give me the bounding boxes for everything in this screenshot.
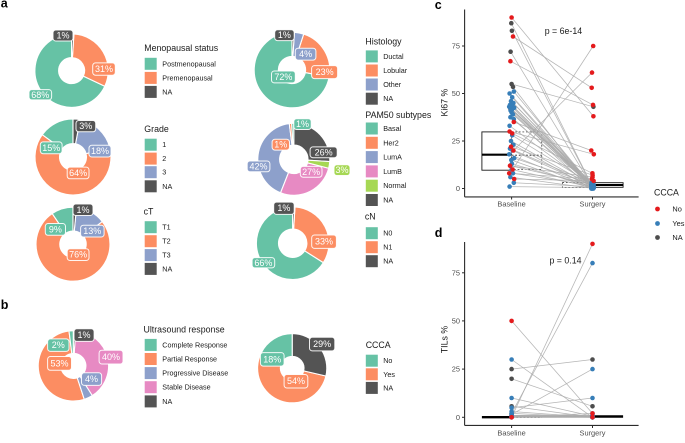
svg-text:23%: 23% — [316, 67, 334, 77]
svg-text:18%: 18% — [91, 146, 109, 156]
svg-text:75: 75 — [452, 268, 460, 277]
svg-text:NA: NA — [162, 182, 172, 191]
svg-text:50: 50 — [452, 89, 460, 98]
svg-text:Normal: Normal — [383, 181, 407, 190]
svg-text:Baseline: Baseline — [497, 200, 525, 209]
svg-text:No: No — [383, 356, 392, 365]
svg-text:cT: cT — [144, 207, 154, 217]
svg-text:25: 25 — [452, 365, 460, 374]
svg-text:N1: N1 — [383, 243, 392, 252]
svg-text:66%: 66% — [254, 258, 272, 268]
svg-text:NA: NA — [162, 397, 172, 406]
svg-text:Basal: Basal — [383, 124, 401, 133]
svg-text:d: d — [435, 226, 443, 240]
svg-text:T1: T1 — [162, 223, 170, 232]
svg-text:76%: 76% — [69, 250, 87, 260]
svg-text:Postmenopausal: Postmenopausal — [162, 59, 216, 68]
svg-text:26%: 26% — [315, 147, 333, 157]
svg-text:cN: cN — [365, 212, 376, 222]
svg-text:Ki67 %: Ki67 % — [440, 88, 450, 116]
svg-text:27%: 27% — [302, 167, 320, 177]
svg-text:p = 0.14: p = 0.14 — [549, 255, 581, 265]
svg-text:29%: 29% — [313, 339, 331, 349]
svg-text:Premenopausal: Premenopausal — [162, 73, 213, 82]
svg-text:NA: NA — [162, 264, 172, 273]
svg-text:3%: 3% — [335, 165, 348, 175]
svg-text:53%: 53% — [50, 358, 68, 368]
svg-text:1%: 1% — [76, 205, 89, 215]
svg-text:18%: 18% — [263, 354, 281, 364]
svg-text:1%: 1% — [296, 119, 309, 129]
svg-text:Surgery: Surgery — [580, 429, 606, 438]
svg-text:NA: NA — [383, 196, 393, 205]
svg-text:75: 75 — [452, 42, 460, 51]
svg-text:NA: NA — [672, 233, 682, 242]
svg-text:NA: NA — [162, 87, 172, 96]
svg-text:25: 25 — [452, 137, 460, 146]
svg-text:LumA: LumA — [383, 153, 402, 162]
svg-text:Complete Response: Complete Response — [162, 340, 227, 349]
svg-text:42%: 42% — [249, 161, 267, 171]
svg-text:0: 0 — [456, 184, 460, 193]
svg-text:Yes: Yes — [672, 219, 684, 228]
svg-text:2%: 2% — [52, 340, 65, 350]
svg-text:Menopausal status: Menopausal status — [144, 43, 218, 53]
svg-text:9%: 9% — [49, 224, 62, 234]
svg-text:T3: T3 — [162, 251, 170, 260]
svg-text:33%: 33% — [315, 237, 333, 247]
svg-text:50: 50 — [452, 316, 460, 325]
svg-text:40%: 40% — [102, 352, 120, 362]
svg-text:54%: 54% — [287, 376, 305, 386]
svg-text:c: c — [435, 0, 442, 12]
svg-text:NA: NA — [383, 257, 393, 266]
svg-text:Other: Other — [383, 80, 402, 89]
svg-text:PAM50 subtypes: PAM50 subtypes — [365, 110, 431, 120]
svg-text:Lobular: Lobular — [383, 66, 408, 75]
svg-text:NA: NA — [383, 383, 393, 392]
svg-text:64%: 64% — [69, 168, 87, 178]
svg-text:No: No — [672, 205, 681, 214]
svg-text:1%: 1% — [77, 330, 90, 340]
svg-text:Ductal: Ductal — [383, 52, 404, 61]
svg-text:3: 3 — [162, 168, 166, 177]
svg-text:Yes: Yes — [383, 370, 395, 379]
svg-text:NA: NA — [383, 94, 393, 103]
svg-text:15%: 15% — [42, 143, 60, 153]
svg-text:Her2: Her2 — [383, 138, 399, 147]
svg-text:T2: T2 — [162, 237, 170, 246]
svg-text:p = 6e-14: p = 6e-14 — [545, 26, 583, 36]
svg-text:1%: 1% — [277, 203, 290, 213]
svg-text:3%: 3% — [79, 121, 92, 131]
svg-text:72%: 72% — [274, 72, 292, 82]
svg-text:1%: 1% — [278, 30, 291, 40]
svg-text:CCCA: CCCA — [366, 340, 391, 350]
svg-text:Surgery: Surgery — [580, 200, 606, 209]
svg-text:Grade: Grade — [144, 124, 169, 134]
svg-text:Stable Disease: Stable Disease — [162, 383, 210, 392]
svg-text:1%: 1% — [56, 31, 69, 41]
svg-text:LumB: LumB — [383, 167, 402, 176]
svg-text:Histology: Histology — [365, 37, 402, 47]
svg-text:31%: 31% — [95, 64, 113, 74]
svg-text:Progressive Disease: Progressive Disease — [162, 369, 228, 378]
svg-text:4%: 4% — [299, 49, 312, 59]
svg-text:Ultrasound response: Ultrasound response — [144, 325, 225, 335]
svg-text:2: 2 — [162, 154, 166, 163]
svg-text:0: 0 — [456, 413, 460, 422]
svg-text:CCCA: CCCA — [654, 188, 679, 198]
svg-text:a: a — [1, 0, 9, 10]
svg-text:TILs %: TILs % — [440, 326, 450, 354]
svg-text:Baseline: Baseline — [497, 429, 525, 438]
svg-text:N0: N0 — [383, 229, 392, 238]
svg-text:1%: 1% — [274, 140, 287, 150]
svg-text:b: b — [1, 298, 9, 312]
svg-text:68%: 68% — [31, 90, 49, 100]
svg-text:Partial Response: Partial Response — [162, 355, 217, 364]
svg-text:4%: 4% — [85, 374, 98, 384]
svg-text:13%: 13% — [83, 226, 101, 236]
svg-text:1: 1 — [162, 140, 166, 149]
